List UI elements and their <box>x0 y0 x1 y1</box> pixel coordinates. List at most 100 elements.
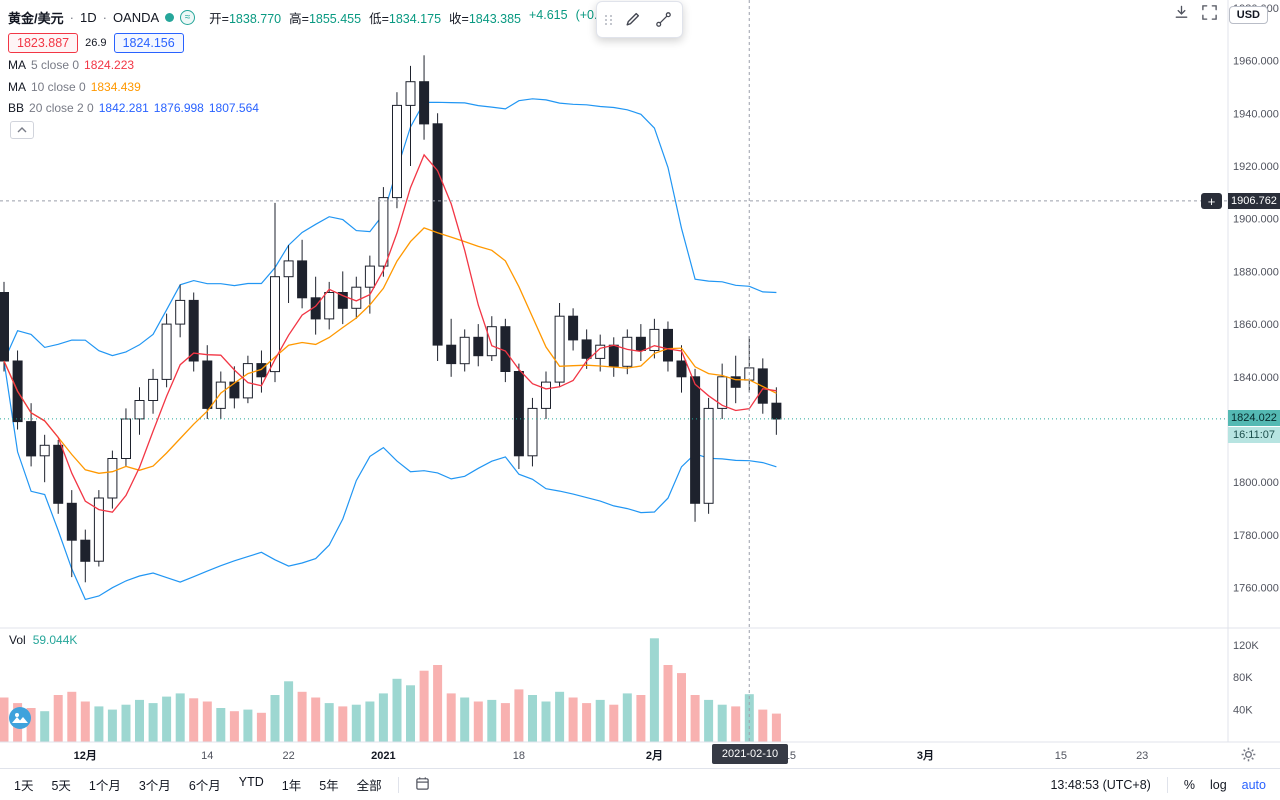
bollinger-lower-band <box>3 360 777 601</box>
volume-bar <box>121 704 131 742</box>
candle-body <box>513 371 524 457</box>
time-axis-settings-button[interactable] <box>1241 747 1256 767</box>
crosshair-price-label: 1906.762 <box>1228 193 1280 209</box>
volume-bar <box>216 708 226 742</box>
range-button-6个月[interactable]: 6个月 <box>188 779 221 793</box>
candle-body <box>175 299 186 325</box>
interval-button[interactable]: 1D <box>79 10 97 25</box>
price-axis[interactable] <box>1228 0 1280 742</box>
candle-body <box>676 360 687 378</box>
time-axis-label: 23 <box>1136 750 1148 762</box>
market-status-dot-icon <box>165 13 175 22</box>
time-axis-label: 2月 <box>646 749 663 762</box>
indicator-row-ma5[interactable]: MA 5 close 0 1824.223 <box>8 58 134 72</box>
volume-bar <box>744 694 754 742</box>
range-button-YTD[interactable]: YTD <box>238 775 264 789</box>
volume-bar <box>717 704 727 742</box>
volume-bar <box>365 701 375 742</box>
collapse-legend-button[interactable] <box>10 121 34 139</box>
range-button-1年[interactable]: 1年 <box>281 779 302 793</box>
volume-bar <box>446 693 456 742</box>
symbol-name[interactable]: 黄金/美元 <box>8 11 64 26</box>
volume-bar <box>0 697 9 742</box>
volume-bar <box>514 689 524 742</box>
range-button-1个月[interactable]: 1个月 <box>88 779 121 793</box>
go-to-date-button[interactable] <box>415 776 430 794</box>
high-value: 1855.455 <box>308 12 362 26</box>
volume-bar <box>243 709 253 742</box>
clock-display[interactable]: 13:48:53 (UTC+8) <box>1050 777 1151 792</box>
volume-bar <box>189 698 199 742</box>
volume-legend[interactable]: Vol 59.044K <box>9 633 77 647</box>
candle-body <box>324 292 335 320</box>
range-button-3个月[interactable]: 3个月 <box>138 779 171 793</box>
range-button-1天[interactable]: 1天 <box>14 779 34 793</box>
range-button-5年[interactable]: 5年 <box>319 779 339 793</box>
volume-bars <box>0 638 781 743</box>
volume-bar <box>270 695 280 742</box>
time-axis-label: 2021 <box>371 750 395 762</box>
candle-body <box>378 197 389 267</box>
candle-body <box>541 381 551 409</box>
percent-scale-button[interactable]: % <box>1183 777 1195 792</box>
candle-body <box>134 400 145 420</box>
candle-body <box>202 360 213 409</box>
spread-value: 26.9 <box>85 37 107 49</box>
quote-row: 1823.887 26.9 1824.156 <box>8 33 184 53</box>
candle-body <box>107 458 118 499</box>
indicator-params: 10 close 0 <box>31 80 86 94</box>
indicator-row-bb[interactable]: BB 20 close 2 0 1842.281 1876.998 1807.5… <box>8 101 259 115</box>
divider <box>1166 776 1168 793</box>
download-button[interactable] <box>1173 4 1190 26</box>
volume-axis-label: 120K <box>1233 640 1259 652</box>
candle-body <box>297 260 308 299</box>
chart-canvas[interactable]: 1980.0001960.0001940.0001920.0001900.000… <box>0 0 1280 768</box>
currency-toggle[interactable]: USD <box>1228 6 1268 24</box>
volume-bar <box>636 695 646 742</box>
candle-body <box>581 339 592 359</box>
trend-line-icon <box>655 12 671 27</box>
sell-button[interactable]: 1823.887 <box>8 33 79 53</box>
ma10-line <box>3 227 777 474</box>
volume-bar <box>433 665 443 742</box>
time-axis[interactable] <box>0 742 1228 768</box>
volume-bar <box>568 697 578 742</box>
volume-bar <box>406 685 415 742</box>
volume-bar <box>135 699 144 742</box>
indicator-params: 5 close 0 <box>31 58 80 72</box>
toolbar-drag-handle[interactable] <box>605 14 612 25</box>
drawing-tool-button[interactable] <box>618 6 646 34</box>
fullscreen-button[interactable] <box>1201 4 1218 26</box>
trend-line-tool-button[interactable] <box>649 6 677 34</box>
candle-body <box>215 381 226 409</box>
volume-bar <box>392 678 402 742</box>
price-axis-label: 1920.000 <box>1233 161 1279 173</box>
volume-bar <box>256 712 266 742</box>
volume-bar <box>704 699 714 742</box>
volume-bar <box>26 708 36 742</box>
candle-body <box>473 336 484 357</box>
range-button-全部[interactable]: 全部 <box>356 779 382 793</box>
candle-body <box>730 376 741 388</box>
buy-button[interactable]: 1824.156 <box>113 33 184 53</box>
candle-body <box>419 81 430 125</box>
volume-bar <box>500 703 510 742</box>
download-icon <box>1175 5 1188 18</box>
candle-body <box>39 444 50 457</box>
log-scale-button[interactable]: log <box>1209 777 1227 792</box>
indicator-row-ma10[interactable]: MA 10 close 0 1834.439 <box>8 80 141 94</box>
separator: · <box>69 10 74 25</box>
range-button-5天[interactable]: 5天 <box>51 779 71 793</box>
candle-body <box>364 265 375 288</box>
price-axis-label: 1860.000 <box>1233 319 1279 331</box>
time-axis-label: 12月 <box>74 749 97 762</box>
volume-axis-label: 80K <box>1233 672 1253 684</box>
time-axis-label: 3月 <box>917 749 934 762</box>
time-axis-label: 15 <box>1055 750 1067 762</box>
volume-bar <box>622 693 632 742</box>
add-alert-button[interactable]: + <box>1201 193 1222 209</box>
auto-scale-button[interactable]: auto <box>1241 777 1266 792</box>
candle-body <box>622 336 633 367</box>
volume-bar <box>758 709 768 742</box>
